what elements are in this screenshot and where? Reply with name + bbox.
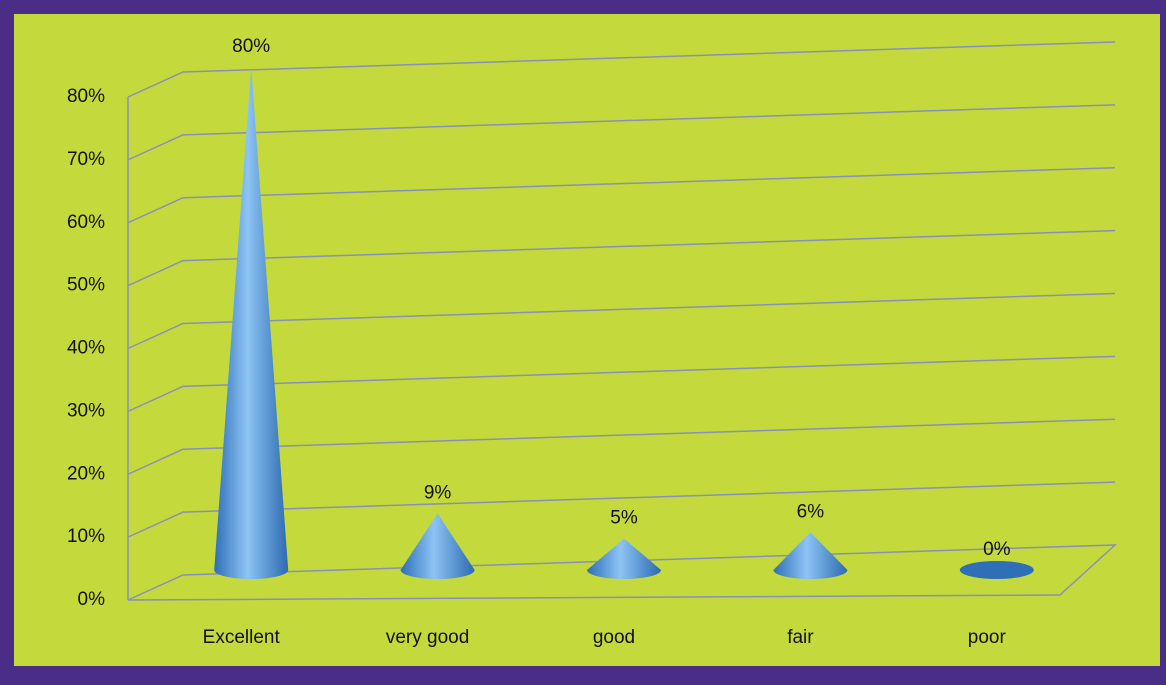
y-tick-label: 0% [78, 589, 106, 610]
x-tick-label: poor [968, 627, 1007, 648]
x-tick-label: Excellent [203, 627, 281, 648]
y-tick-label: 30% [67, 400, 105, 421]
grid-line [127, 292, 1116, 350]
cone-part [214, 67, 289, 579]
grid-line [127, 418, 1116, 475]
y-tick-label: 60% [67, 212, 105, 233]
grid-line [127, 355, 1116, 413]
y-tick-label: 80% [67, 86, 105, 107]
x-axis [127, 594, 1061, 601]
data-label: 0% [983, 539, 1011, 560]
cone-part [773, 532, 848, 579]
cone-part [400, 513, 475, 579]
data-label: 9% [424, 482, 452, 503]
x-tick-label: good [593, 627, 635, 648]
grid-line [127, 41, 1116, 98]
plot-panel [14, 14, 1160, 666]
cone [587, 538, 661, 579]
data-label: 5% [610, 508, 638, 529]
cone [214, 67, 289, 579]
cone-part [959, 561, 1034, 579]
y-tick-label: 70% [67, 149, 105, 170]
y-tick-label: 10% [67, 526, 105, 547]
y-tick-label: 40% [67, 338, 105, 359]
cone-part [587, 538, 661, 579]
grid-line [127, 229, 1116, 287]
y-tick-label: 20% [67, 463, 105, 484]
data-label: 6% [797, 501, 825, 522]
grid-line [127, 167, 1116, 224]
cone [773, 532, 848, 579]
cone [959, 561, 1034, 579]
y-tick-label: 50% [67, 275, 105, 296]
x-tick-label: very good [386, 627, 469, 648]
grid-line [127, 104, 1116, 161]
grid-line [127, 481, 1116, 538]
data-label: 80% [232, 36, 270, 57]
cone [400, 513, 475, 579]
x-tick-label: fair [787, 627, 814, 648]
